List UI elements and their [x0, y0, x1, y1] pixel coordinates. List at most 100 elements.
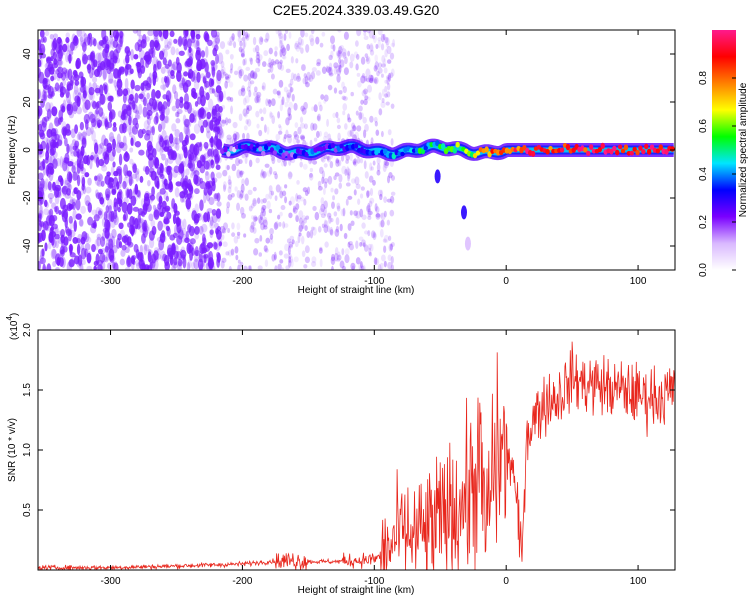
spectrogram-cell	[103, 211, 108, 221]
spectrogram-cell	[225, 76, 231, 84]
spectrogram-cell	[211, 40, 218, 49]
spectrogram-cell	[142, 34, 147, 44]
spectrogram-cell	[119, 115, 126, 124]
spectrogram-cell	[303, 123, 308, 130]
spectrogram-cell	[44, 199, 48, 208]
spectrogram-cell	[315, 70, 321, 76]
spectrogram-cell	[119, 31, 124, 39]
spectrogram-cell	[173, 91, 179, 100]
spectrogram-cell	[65, 52, 69, 63]
spectrogram-cell	[246, 86, 251, 92]
spectrogram-cell	[242, 40, 246, 50]
spectrogram-cell	[108, 211, 113, 222]
spectrogram-cell	[336, 74, 341, 83]
spectrogram-cell	[354, 176, 360, 185]
spectrogram-cell	[338, 64, 342, 73]
spectrogram-cell	[206, 242, 214, 249]
spectrogram-cell	[151, 89, 156, 101]
spectrogram-cell	[355, 183, 361, 190]
spectrogram-cell	[184, 92, 189, 105]
spectrogram-cell	[319, 246, 323, 251]
spectrogram-cell	[323, 219, 327, 227]
spectrogram-cell	[130, 48, 135, 61]
spectrogram-cell	[358, 262, 363, 270]
spectrogram-cell	[168, 133, 174, 144]
spectrogram-cell	[318, 247, 323, 254]
spectrogram-cell	[170, 69, 175, 77]
spectrogram-cell	[134, 92, 139, 104]
spectrogram-cell	[45, 215, 53, 226]
spectrogram-cell	[132, 187, 139, 195]
spectrogram-cell	[245, 33, 249, 40]
spectrogram-cell	[151, 186, 155, 197]
spectrogram-cell	[41, 196, 46, 205]
spectrogram-cell	[176, 62, 182, 74]
spectrogram-cell	[356, 125, 362, 132]
spectrogram-cell	[104, 174, 111, 185]
spectrogram-band-cell	[649, 144, 655, 150]
spectrogram-cell	[177, 218, 184, 231]
spectrogram-cell	[374, 203, 378, 212]
spectrogram-cell	[146, 265, 150, 270]
spectrogram-cell	[119, 229, 126, 241]
spectrogram-cell	[258, 252, 263, 257]
spectrogram-cell	[107, 95, 114, 102]
spectrogram-cell	[38, 220, 42, 232]
spectrogram-cell	[285, 117, 290, 126]
spectrogram-cell	[344, 123, 348, 130]
spectrogram-cell	[200, 73, 205, 79]
spectrogram-cell	[315, 36, 320, 45]
spectrogram-cell	[39, 257, 46, 265]
spectrogram-cell	[108, 111, 115, 118]
spectrogram-cell	[368, 30, 374, 39]
spectrogram-cell	[46, 166, 51, 178]
spectrogram-cell	[142, 106, 148, 118]
spectrogram-cell	[137, 67, 143, 76]
spectrogram-cell	[80, 187, 84, 196]
spectrogram-cell	[182, 144, 188, 154]
spectrogram-cell	[41, 229, 46, 242]
spectrogram-cell	[305, 215, 310, 220]
spectrogram-cell	[225, 76, 230, 81]
spectrogram-cell	[116, 88, 124, 97]
spectrogram-cell	[369, 162, 373, 172]
spectrogram-cell	[246, 33, 250, 38]
spectrogram-cell	[260, 169, 264, 176]
spectrogram-cell	[282, 136, 287, 143]
spectrogram-cell	[68, 109, 75, 119]
spectrogram-cell	[387, 261, 393, 270]
spectrogram-cell	[178, 153, 184, 160]
spectrogram-cell	[259, 234, 263, 242]
spectrogram-cell	[289, 235, 295, 241]
spectrogram-cell	[244, 95, 250, 104]
spectrogram-cell	[244, 58, 247, 66]
spectrogram-cell	[297, 36, 303, 46]
spectrogram-cell	[352, 124, 357, 132]
spectrogram-cell	[382, 238, 387, 243]
spectrogram-cell	[44, 242, 48, 252]
spectrogram-cell	[379, 262, 384, 270]
spectrogram-cell	[48, 138, 54, 150]
spectrogram-cell	[390, 191, 396, 196]
spectrogram-cell	[293, 134, 300, 140]
spectrogram-cell	[159, 211, 165, 217]
spectrogram-cell	[364, 75, 368, 82]
spectrogram-cell	[81, 137, 87, 149]
spectrogram-cell	[360, 75, 366, 84]
spectrogram-cell	[71, 162, 76, 170]
spectrogram-cell	[95, 156, 100, 168]
spectrogram-cell	[277, 61, 283, 70]
spectrogram-cell	[352, 159, 357, 165]
spectrogram-cell	[161, 182, 168, 190]
spectrogram-cell	[81, 51, 87, 62]
spectrogram-cell	[349, 152, 353, 162]
spectrogram-cell	[288, 256, 292, 263]
spectrogram-cell	[260, 116, 264, 122]
spectrogram-cell	[362, 30, 368, 33]
spectrogram-cell	[40, 178, 45, 189]
spectrogram-cell	[225, 137, 231, 145]
spectrogram-cell	[291, 239, 295, 245]
spectrogram-cell	[312, 226, 317, 236]
spectrogram-cell	[294, 40, 300, 48]
spectrogram-cell	[276, 90, 280, 96]
